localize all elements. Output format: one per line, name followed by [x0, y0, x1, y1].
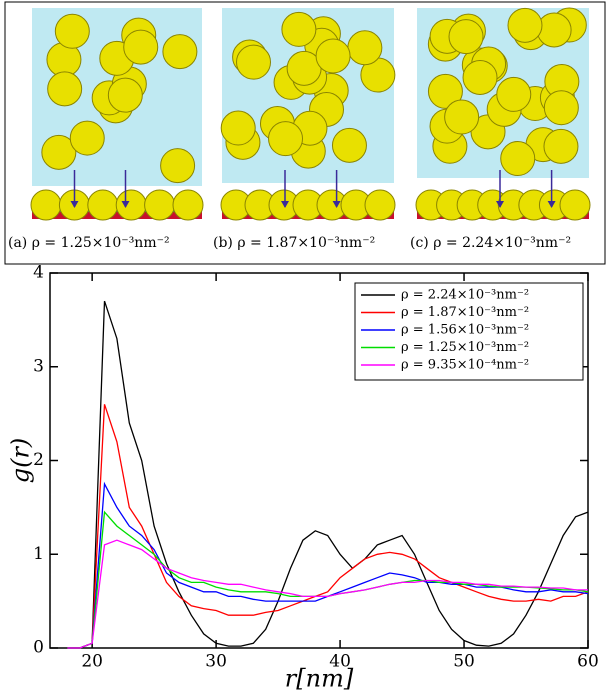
particle — [163, 35, 197, 69]
panel-caption: (a) ρ = 1.25×10⁻³nm⁻² — [8, 235, 170, 251]
particle — [537, 13, 571, 47]
surface-particle — [365, 190, 395, 220]
surface-particle — [116, 190, 146, 220]
particle — [508, 8, 542, 42]
x-axis-label: r[nm] — [285, 665, 354, 693]
series-line — [67, 512, 588, 648]
particle — [237, 45, 271, 79]
particle — [124, 30, 158, 64]
surface-particle — [145, 190, 175, 220]
particle — [161, 149, 195, 183]
particle — [108, 78, 142, 112]
particle — [70, 121, 104, 155]
particle — [544, 91, 578, 125]
particle — [445, 100, 479, 134]
particle — [316, 39, 350, 73]
figure: (a) ρ = 1.25×10⁻³nm⁻² (b) ρ = 1.87×10⁻³n… — [0, 0, 610, 696]
particle — [48, 72, 82, 106]
legend-label: ρ = 1.56×10⁻³nm⁻² — [401, 323, 529, 338]
particle — [55, 14, 89, 48]
legend-label: ρ = 9.35×10⁻⁴nm⁻² — [401, 358, 529, 373]
y-tick-label: 2 — [33, 450, 44, 470]
particle — [497, 77, 531, 111]
legend-label: ρ = 1.25×10⁻³nm⁻² — [401, 340, 529, 355]
x-tick-label: 20 — [81, 652, 103, 672]
particle — [501, 142, 535, 176]
y-axis-label: g(r) — [7, 438, 35, 484]
legend-label: ρ = 1.87×10⁻³nm⁻² — [401, 305, 529, 320]
particle — [463, 60, 497, 94]
particle — [544, 129, 578, 163]
series-line — [67, 404, 588, 648]
surface-particle — [560, 190, 590, 220]
series-line — [67, 540, 588, 648]
y-tick-label: 0 — [33, 638, 44, 658]
y-tick-label: 1 — [33, 544, 44, 564]
x-tick-label: 50 — [453, 652, 475, 672]
y-tick-label: 4 — [33, 263, 44, 283]
particle — [332, 128, 366, 162]
y-tick-label: 3 — [33, 356, 44, 376]
surface-particle — [31, 190, 61, 220]
particle — [221, 111, 255, 145]
page: {"panels": [ {"caption": "(a) ρ = 1.25×1… — [0, 0, 610, 696]
legend-label: ρ = 2.24×10⁻³nm⁻² — [401, 288, 529, 303]
series-line — [67, 484, 588, 648]
panel-images — [31, 8, 590, 220]
panel-caption: (c) ρ = 2.24×10⁻³nm⁻² — [410, 235, 571, 251]
surface-particle — [173, 190, 203, 220]
x-tick-label: 60 — [577, 652, 599, 672]
particle — [269, 122, 303, 156]
particle — [449, 20, 483, 54]
particle — [348, 31, 382, 65]
surface-particle — [88, 190, 118, 220]
x-tick-label: 30 — [205, 652, 227, 672]
panel-caption: (b) ρ = 1.87×10⁻³nm⁻² — [213, 235, 375, 251]
particle — [282, 12, 316, 46]
